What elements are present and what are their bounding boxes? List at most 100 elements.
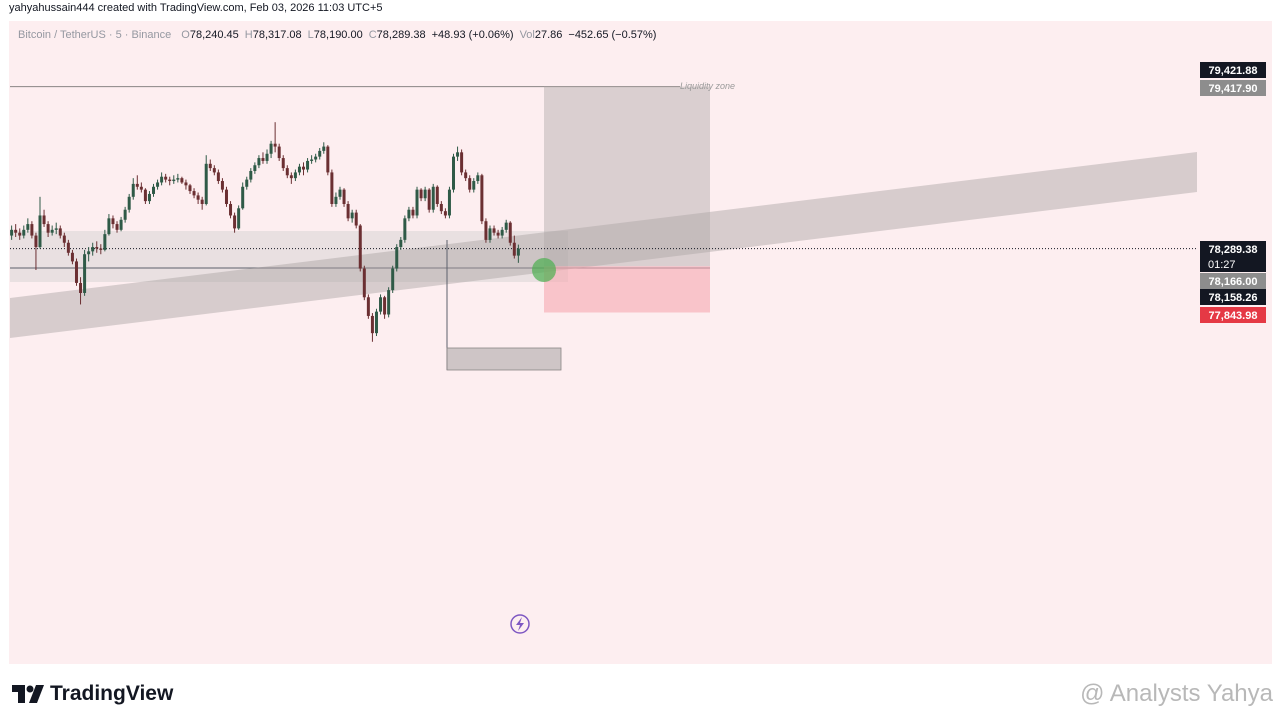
candle-body (115, 224, 119, 230)
candle-body (229, 203, 233, 216)
candle-body (334, 196, 338, 204)
open-key: O (181, 29, 190, 41)
candle-body (180, 178, 184, 183)
candle-body (188, 185, 192, 192)
creator-text: yahyahussain444 created with TradingView… (9, 2, 383, 14)
entry-marker (532, 258, 556, 282)
candle-body (168, 179, 172, 182)
price-label-box (1200, 273, 1266, 289)
candle-body (34, 235, 38, 248)
candle-body (512, 242, 516, 256)
countdown-box (1200, 257, 1266, 272)
volume-value: 27.86 (534, 29, 563, 41)
candle-body (516, 248, 520, 256)
candle-body (464, 172, 468, 179)
candle-body (50, 229, 54, 233)
open-value: 78,240.45 (189, 29, 239, 41)
candle-body (297, 166, 301, 173)
candle-body (245, 179, 249, 187)
candle-body (143, 189, 147, 202)
candle-body (160, 176, 164, 183)
logo[interactable]: TradingView (12, 682, 173, 706)
candle-body (338, 189, 342, 197)
candle-body (91, 247, 95, 252)
small-box (446, 347, 562, 371)
candle-body (184, 182, 188, 186)
candle-body (233, 215, 237, 229)
price-label: 78,158.26 (1209, 292, 1258, 304)
candle-body (273, 143, 277, 147)
candle-body (366, 297, 370, 316)
candle-body (204, 163, 208, 204)
candle-body (439, 203, 443, 212)
candle-body (411, 209, 415, 216)
candle-body (423, 189, 427, 199)
candle-body (379, 297, 383, 312)
candle-body (391, 268, 395, 291)
candle-body (318, 150, 322, 157)
candle-body (362, 268, 366, 298)
candle-body (447, 189, 451, 216)
candle-body (399, 239, 403, 248)
candle-body (62, 235, 66, 243)
price-label-box (1200, 241, 1266, 257)
candle-body (504, 222, 508, 230)
candle-body (269, 143, 273, 154)
candle-body (70, 252, 74, 262)
range-box (10, 231, 568, 282)
candle-body (38, 215, 42, 248)
candle-body (285, 168, 289, 176)
price-label: 79,417.90 (1209, 83, 1258, 95)
price-label-box (1200, 62, 1266, 78)
candle-body (257, 158, 261, 166)
trend-channel (10, 152, 1197, 338)
candle-body (87, 251, 91, 255)
liquidity-zone-label: Liquidity zone (680, 81, 735, 91)
candle-body (431, 186, 435, 210)
candle-body (500, 229, 504, 236)
symbol: Bitcoin / TetherUS · 5 · Binance (18, 29, 172, 41)
candle-body (358, 225, 362, 269)
candle-body (460, 152, 464, 173)
watermark: @ Analysts Yahya (1080, 680, 1273, 707)
price-label-box (1200, 80, 1266, 96)
candles (10, 122, 520, 342)
candle-body (289, 175, 293, 179)
candle-body (452, 156, 456, 190)
candle-body (127, 196, 131, 210)
candle-body (216, 172, 220, 182)
target-box (544, 86, 710, 267)
candle-body (220, 181, 224, 190)
stop-box (544, 266, 710, 313)
candle-body (30, 224, 34, 236)
candle-body (66, 242, 70, 253)
candle-body (346, 203, 350, 219)
candle-body (281, 158, 285, 169)
candle-body (156, 182, 160, 187)
logo-text: TradingView (50, 682, 174, 705)
candle-body (14, 229, 18, 233)
candle-body (302, 166, 306, 170)
lightning-icon[interactable] (510, 614, 530, 634)
candle-body (456, 152, 460, 157)
candle-body (123, 209, 127, 220)
candle-body (42, 215, 46, 225)
candle-body (172, 179, 176, 182)
candle-body (314, 156, 318, 160)
candle-body (74, 261, 78, 283)
candle-body (326, 146, 330, 173)
candle-body (26, 224, 30, 230)
candle-body (415, 189, 419, 216)
candle-body (419, 189, 423, 199)
candle-body (237, 208, 241, 229)
candle-body (131, 183, 135, 197)
candle-body (103, 234, 107, 250)
candle-body (403, 218, 407, 240)
candle-body (95, 247, 99, 249)
candle-body (293, 172, 297, 179)
chart-background (9, 21, 1272, 664)
candle-body (200, 199, 204, 204)
close-key: C (368, 29, 377, 41)
logo-icon (12, 685, 44, 703)
